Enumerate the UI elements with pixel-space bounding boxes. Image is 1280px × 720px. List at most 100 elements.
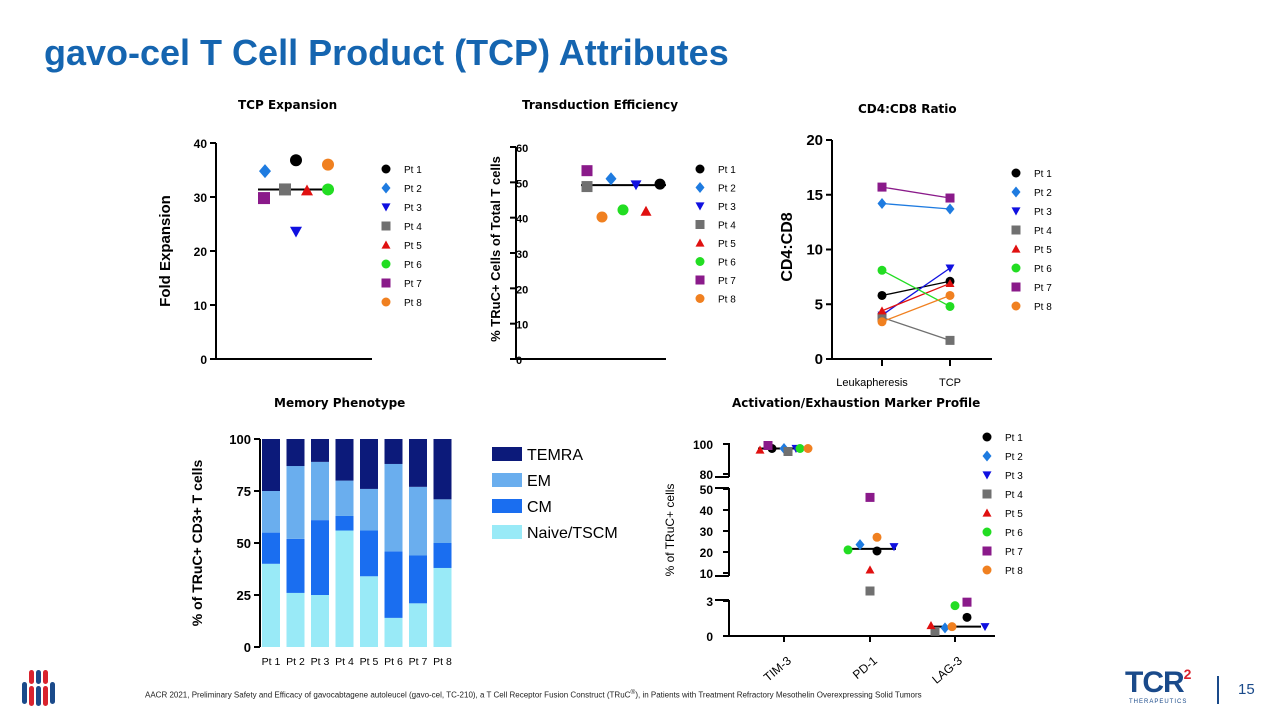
logo-subtitle: THERAPEUTICS [1129, 699, 1188, 705]
legend-marker [695, 182, 705, 193]
legend-label: Pt 2 [1005, 452, 1023, 463]
data-point [865, 565, 875, 574]
data-point [947, 622, 957, 632]
y-tick-label: 0 [706, 630, 713, 644]
legend-marker [381, 182, 391, 194]
legend-marker [381, 164, 391, 174]
data-point [803, 444, 813, 453]
y-tick-label: 20 [806, 132, 823, 149]
legend-swatch [492, 499, 522, 513]
chart-title: CD4:CD8 Ratio [858, 102, 957, 116]
y-tick-label: 40 [700, 504, 714, 518]
legend-marker [982, 489, 992, 499]
legend-marker [381, 259, 391, 269]
y-tick-label: 10 [194, 299, 208, 313]
y-tick-label: 50 [516, 178, 528, 190]
data-point [945, 193, 955, 203]
legend-label: Pt 6 [404, 260, 422, 271]
data-point [877, 306, 887, 315]
legend-marker [381, 203, 391, 212]
expansion-chart: 0 10 20 30 40 Fold Expansion Pt 1 Pt 2 Pt 3 Pt 4 P… [157, 137, 422, 367]
legend-marker [695, 164, 705, 174]
legend-marker [695, 294, 705, 303]
series-line [881, 316, 951, 342]
series-line [881, 202, 951, 210]
memory-chart: 0 25 50 75 100 % of TRuC+ CD3+ T cells Pt 1 Pt … [189, 432, 618, 668]
data-point [258, 192, 270, 205]
y-axis-label: Fold Expansion [157, 195, 174, 307]
logo-divider [1217, 676, 1219, 704]
legend-label: Pt 5 [404, 241, 422, 252]
bar-segment [433, 439, 452, 500]
company-logo: TCR2 THERAPEUTICS [1125, 666, 1192, 705]
series-line [881, 267, 951, 316]
data-point [940, 622, 950, 634]
bar-segment [262, 563, 280, 647]
data-point [962, 597, 972, 607]
data-point [596, 211, 608, 223]
transduction-chart: 0 10 20 30 40 50 60 % TRuC+ Cells of Total T ce… [488, 143, 736, 367]
legend-label: Pt 5 [718, 239, 736, 250]
legend-label: TEMRA [527, 447, 583, 464]
legend-label: Pt 6 [1005, 528, 1023, 539]
y-tick-label: 40 [516, 214, 528, 226]
bar-segment [409, 486, 427, 556]
bar-segment [286, 439, 305, 467]
data-point [980, 623, 990, 632]
data-point [322, 158, 334, 171]
data-point [945, 264, 955, 273]
legend-label: Pt 7 [404, 279, 422, 290]
logo-text: TCR [1125, 666, 1185, 699]
legend-marker [982, 546, 992, 556]
data-point [945, 278, 955, 288]
data-point [301, 184, 313, 196]
panel-cd4cd8: CD4:CD8 Ratio 0 5 10 15 20 Leukapheresis TCP CD… [770, 92, 1060, 392]
bar-segment [409, 439, 427, 487]
bar-segment [311, 595, 329, 647]
x-tick-label: PD-1 [850, 653, 880, 682]
legend-label: Pt 5 [1034, 245, 1052, 256]
bar-segment [262, 491, 280, 533]
data-point [322, 183, 334, 196]
legend-swatch [492, 473, 522, 487]
legend-label: Pt 2 [404, 184, 422, 195]
y-tick-label: 20 [194, 245, 208, 259]
legend-swatch [492, 447, 522, 461]
bar-segment [335, 530, 354, 647]
legend-label: Pt 1 [1034, 169, 1052, 180]
y-tick-label: 80 [700, 468, 714, 482]
data-point [877, 265, 887, 275]
legend-label: Pt 4 [404, 222, 422, 233]
legend-label: Pt 1 [1005, 433, 1023, 444]
x-tick-label: Pt 7 [409, 656, 428, 668]
chart-title: Transduction Efficiency [522, 98, 679, 112]
bar-segment [335, 439, 354, 481]
x-tick-label: TCP [939, 377, 961, 389]
bar-segment [311, 439, 329, 462]
series-line [881, 186, 951, 199]
data-point [630, 180, 642, 191]
legend-marker [1011, 168, 1021, 178]
bar-segment [384, 463, 403, 552]
y-tick-label: 15 [806, 187, 823, 204]
legend-label: Pt 1 [718, 165, 736, 176]
series-line [881, 282, 951, 312]
y-tick-label: 10 [806, 242, 823, 259]
legend-swatch [492, 525, 522, 539]
chart-title: Activation/Exhaustion Marker Profile [732, 396, 981, 410]
citation-sup: ® [630, 689, 636, 696]
y-tick-label: 20 [700, 546, 714, 560]
legend-label: CM [527, 499, 552, 516]
legend-marker [982, 432, 992, 442]
y-tick-label: 30 [516, 249, 528, 261]
data-point [640, 205, 652, 216]
bar-segment [286, 538, 305, 593]
data-point [763, 441, 773, 450]
legend-marker [381, 278, 391, 288]
logo-superscript: 2 [1183, 666, 1192, 682]
data-point [872, 532, 882, 542]
data-point [877, 290, 887, 300]
legend-marker [695, 202, 705, 211]
bar-segment [433, 567, 452, 647]
legend-marker [381, 297, 391, 307]
